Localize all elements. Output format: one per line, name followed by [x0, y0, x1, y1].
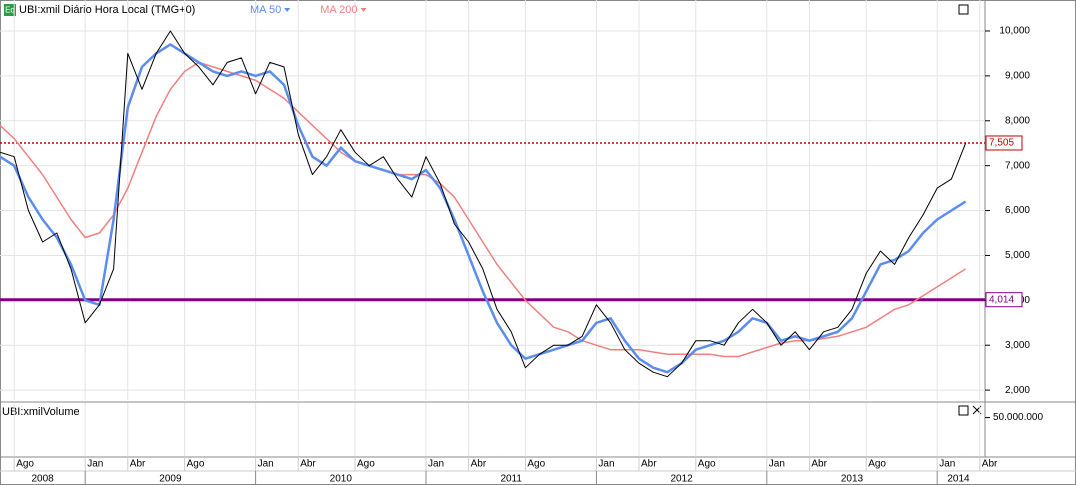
year-label: 2010 [330, 474, 353, 485]
x-tick-label: Jan [428, 459, 444, 470]
y-tick-label: 9,000 [1005, 71, 1030, 82]
legend-arrow [284, 8, 291, 12]
x-tick-label: Abr [982, 459, 998, 470]
icon-label: Eq [5, 6, 15, 15]
level-label-box [985, 292, 1023, 308]
y-tick-label: 10,000 [999, 26, 1030, 37]
x-tick-label: Ago [16, 459, 34, 470]
year-label: 2012 [670, 474, 693, 485]
x-tick-label: Jan [939, 459, 955, 470]
x-tick-label: Abr [471, 459, 487, 470]
chart-title: UBI:xmil Diário Hora Local (TMG+0) [19, 4, 195, 16]
x-tick-label: Ago [868, 459, 886, 470]
y-tick-label: 8,000 [1005, 115, 1030, 126]
x-tick-label: Jan [258, 459, 274, 470]
x-tick-label: Abr [811, 459, 827, 470]
year-label: 2014 [947, 474, 970, 485]
y-tick-label: 2,000 [1005, 385, 1030, 396]
x-tick-label: Jan [769, 459, 785, 470]
x-tick-label: Jan [598, 459, 614, 470]
x-tick-label: Abr [641, 459, 657, 470]
legend-label: MA 50 [250, 4, 281, 16]
y-tick-label: 6,000 [1005, 205, 1030, 216]
y-tick-label: 3,000 [1005, 340, 1030, 351]
year-label: 2011 [500, 474, 522, 485]
level-label: 4,014 [989, 294, 1014, 305]
year-label: 2009 [159, 474, 182, 485]
series-line [0, 30, 967, 378]
x-tick-label: Jan [87, 459, 103, 470]
level-label: 7,505 [989, 138, 1014, 149]
maximize-button[interactable] [958, 405, 969, 416]
x-tick-label: Ago [527, 459, 545, 470]
y2-tick-label: 50.000.000 [993, 412, 1043, 423]
year-label: 2013 [841, 474, 864, 485]
year-label: 2008 [31, 474, 54, 485]
x-tick-label: Ago [187, 459, 205, 470]
volume-title: UBI:xmilVolume [2, 406, 80, 418]
level-label-box [985, 135, 1023, 151]
x-tick-label: Ago [357, 459, 375, 470]
icon [4, 4, 16, 16]
x-tick-label: Ago [698, 459, 716, 470]
y-tick-label: 7,000 [1005, 160, 1030, 171]
series-line [0, 43, 967, 374]
legend-arrow [360, 8, 367, 12]
x-tick-label: Abr [300, 459, 316, 470]
y-tick-label: 5,000 [1005, 250, 1030, 261]
legend-label: MA 200 [320, 4, 357, 16]
maximize-button[interactable] [958, 4, 969, 15]
x-tick-label: Abr [130, 459, 146, 470]
series-line [0, 61, 967, 358]
